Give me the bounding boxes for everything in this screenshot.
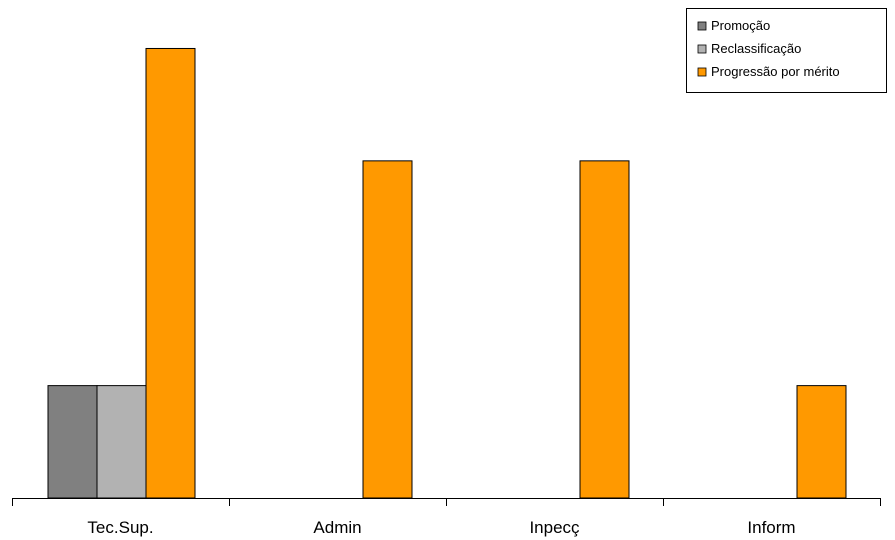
- bars-group: [47, 47, 847, 499]
- x-axis-ticks: [12, 498, 881, 506]
- bar-2-1: [96, 385, 147, 499]
- legend-swatch-3: [697, 67, 707, 77]
- bar-3-1: [145, 47, 196, 499]
- x-tick-label-3: Inpecç: [529, 518, 580, 537]
- legend-swatch-1: [697, 21, 707, 31]
- legend-swatch-2: [697, 44, 707, 54]
- x-tick-label-4: Inform: [747, 518, 795, 537]
- bar-3-4: [796, 385, 847, 499]
- bar-3-3: [579, 160, 630, 499]
- legend-label-2: Reclassificação: [711, 41, 801, 56]
- legend-box: [686, 8, 887, 93]
- legend-label-1: Promoção: [711, 18, 770, 33]
- legend-label-3: Progressão por mérito: [711, 64, 840, 79]
- legend: Promoção Reclassificação Progressão por mé…: [686, 8, 887, 93]
- bar-1-1: [47, 385, 98, 499]
- x-tick-label-1: Tec.Sup.: [87, 518, 153, 537]
- x-tick-label-2: Admin: [313, 518, 361, 537]
- x-axis-tick-labels: Tec.Sup. Admin Inpecç Inform: [87, 518, 795, 537]
- bar-3-2: [362, 160, 413, 499]
